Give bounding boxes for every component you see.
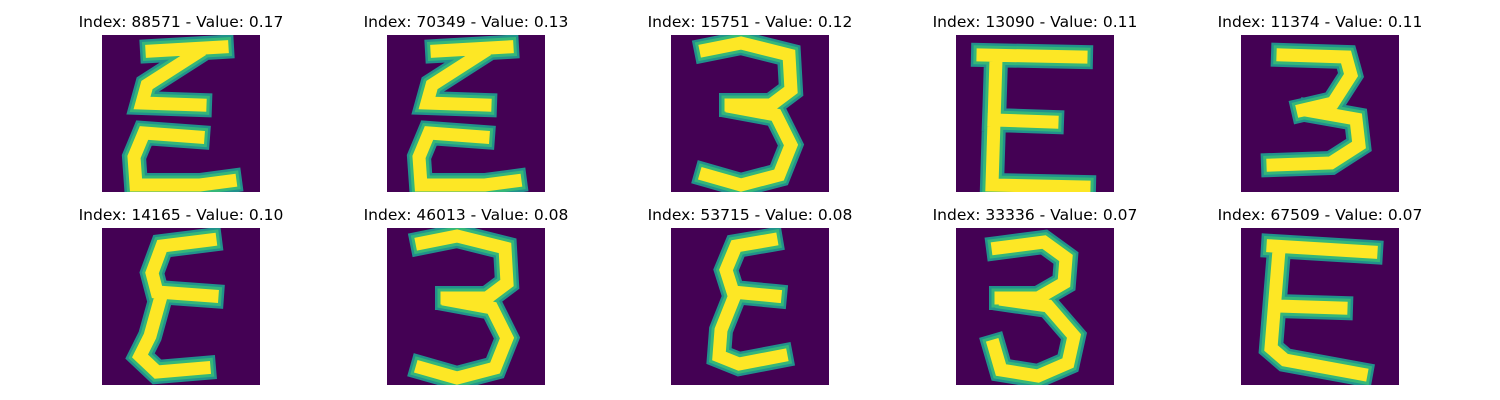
digit-glyph <box>1241 228 1399 385</box>
digit-image <box>671 35 829 192</box>
panel-title: Index: 15751 - Value: 0.12 <box>647 13 853 31</box>
panel-title: Index: 70349 - Value: 0.13 <box>363 13 569 31</box>
panel-title: Index: 11374 - Value: 0.11 <box>1217 13 1423 31</box>
stroke-core <box>413 229 515 385</box>
stroke-core <box>1264 239 1378 382</box>
stroke-core <box>976 48 1091 192</box>
stroke-core <box>697 36 799 192</box>
digit-glyph <box>1241 35 1399 192</box>
stroke-core <box>412 40 523 192</box>
digit-image <box>1241 228 1399 385</box>
digit-glyph <box>102 228 260 385</box>
digit-image <box>1241 35 1399 192</box>
digit-glyph <box>671 228 829 385</box>
digit-image <box>102 35 260 192</box>
panel-title: Index: 14165 - Value: 0.10 <box>78 206 284 224</box>
panel-title: Index: 46013 - Value: 0.08 <box>363 206 569 224</box>
digit-glyph <box>671 35 829 192</box>
panel-title: Index: 33336 - Value: 0.07 <box>932 206 1138 224</box>
digit-glyph <box>387 35 545 192</box>
digit-image <box>956 228 1114 385</box>
panel-title: Index: 13090 - Value: 0.11 <box>932 13 1138 31</box>
panel-title: Index: 53715 - Value: 0.08 <box>647 206 853 224</box>
stroke-core <box>1266 48 1366 172</box>
digit-image <box>387 228 545 385</box>
panel-title: Index: 67509 - Value: 0.07 <box>1217 206 1423 224</box>
stroke-core <box>132 232 219 379</box>
digit-image <box>956 35 1114 192</box>
digit-glyph <box>956 35 1114 192</box>
stroke-core <box>712 232 789 371</box>
stroke-core <box>985 235 1082 383</box>
stroke-core <box>127 40 238 192</box>
digit-image <box>387 35 545 192</box>
digit-image <box>671 228 829 385</box>
digit-glyph <box>387 228 545 385</box>
digit-glyph <box>102 35 260 192</box>
digit-image <box>102 228 260 385</box>
panel-title: Index: 88571 - Value: 0.17 <box>78 13 284 31</box>
digit-glyph <box>956 228 1114 385</box>
